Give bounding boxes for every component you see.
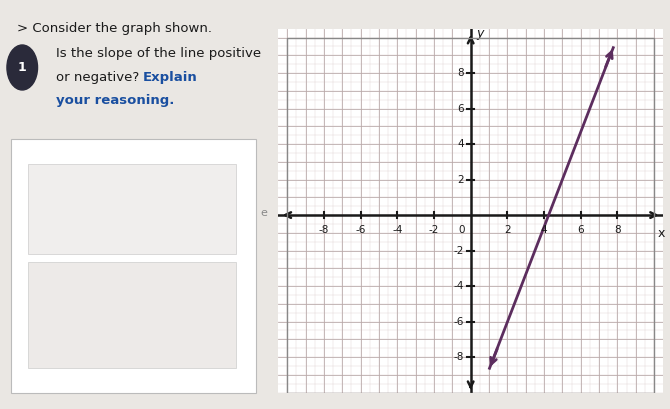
Text: Explain: Explain <box>143 71 198 84</box>
Text: 2: 2 <box>504 225 511 235</box>
Text: -6: -6 <box>355 225 366 235</box>
Text: 6: 6 <box>458 103 464 114</box>
Text: -4: -4 <box>454 281 464 291</box>
Text: -8: -8 <box>454 352 464 362</box>
FancyBboxPatch shape <box>28 262 237 368</box>
Text: your reasoning.: your reasoning. <box>56 94 174 107</box>
Circle shape <box>7 45 38 90</box>
Text: 8: 8 <box>614 225 620 235</box>
Text: e: e <box>260 208 267 218</box>
FancyBboxPatch shape <box>11 139 256 393</box>
Text: y: y <box>476 27 484 40</box>
Text: -6: -6 <box>454 317 464 327</box>
Text: -2: -2 <box>429 225 439 235</box>
FancyBboxPatch shape <box>28 164 237 254</box>
Text: 2: 2 <box>458 175 464 184</box>
Text: 4: 4 <box>458 139 464 149</box>
Text: 4: 4 <box>541 225 547 235</box>
Text: -8: -8 <box>319 225 329 235</box>
Text: 6: 6 <box>578 225 584 235</box>
Text: > Consider the graph shown.: > Consider the graph shown. <box>17 22 212 36</box>
Text: -2: -2 <box>454 245 464 256</box>
Text: 0: 0 <box>459 225 465 235</box>
Text: 1: 1 <box>18 61 27 74</box>
Text: x: x <box>658 227 665 240</box>
Text: Is the slope of the line positive: Is the slope of the line positive <box>56 47 261 60</box>
Text: 8: 8 <box>458 68 464 78</box>
Text: -4: -4 <box>392 225 403 235</box>
Text: or negative?: or negative? <box>56 71 143 84</box>
